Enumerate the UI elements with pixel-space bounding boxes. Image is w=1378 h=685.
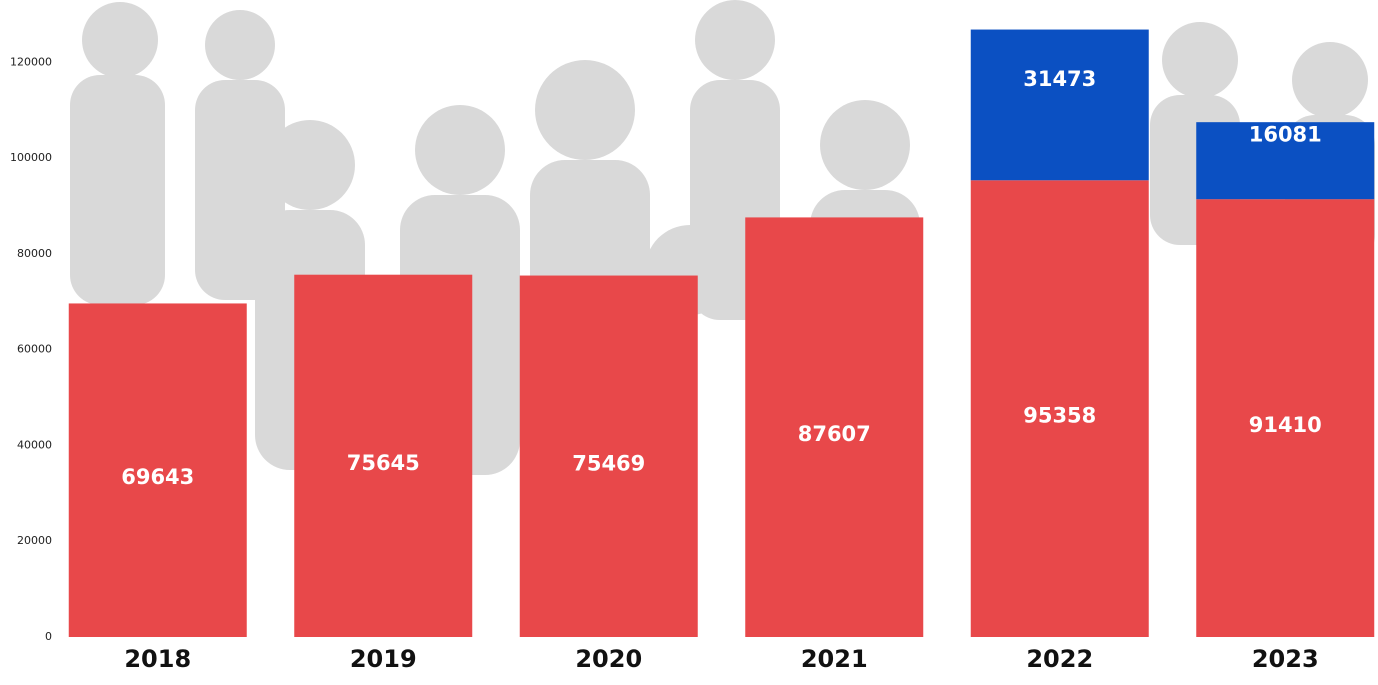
y-tick-label: 60000 [17,343,52,356]
value-label: 91410 [1249,413,1322,437]
y-tick-label: 20000 [17,534,52,547]
x-tick-label: 2019 [350,645,417,673]
x-tick-label: 2022 [1026,645,1093,673]
x-tick-label: 2023 [1252,645,1319,673]
y-tick-label: 0 [45,630,52,643]
background-figures [70,0,1375,475]
y-tick-label: 40000 [17,438,52,451]
y-tick-label: 80000 [17,247,52,260]
y-tick-label: 100000 [10,151,52,164]
y-tick-label: 120000 [10,55,52,68]
value-label: 95358 [1023,404,1096,428]
value-label: 16081 [1249,123,1322,147]
value-label: 75469 [572,451,645,475]
chart: 0 20000 40000 60000 80000 100000 120000 2018 696… [0,0,1378,685]
x-tick-label: 2020 [575,645,642,673]
value-label: 69643 [121,465,194,489]
x-tick-label: 2021 [801,645,868,673]
bar-segment [971,30,1149,181]
value-label: 31473 [1023,67,1096,91]
value-label: 75645 [347,451,420,475]
x-tick-label: 2018 [124,645,191,673]
value-label: 87607 [798,422,871,446]
